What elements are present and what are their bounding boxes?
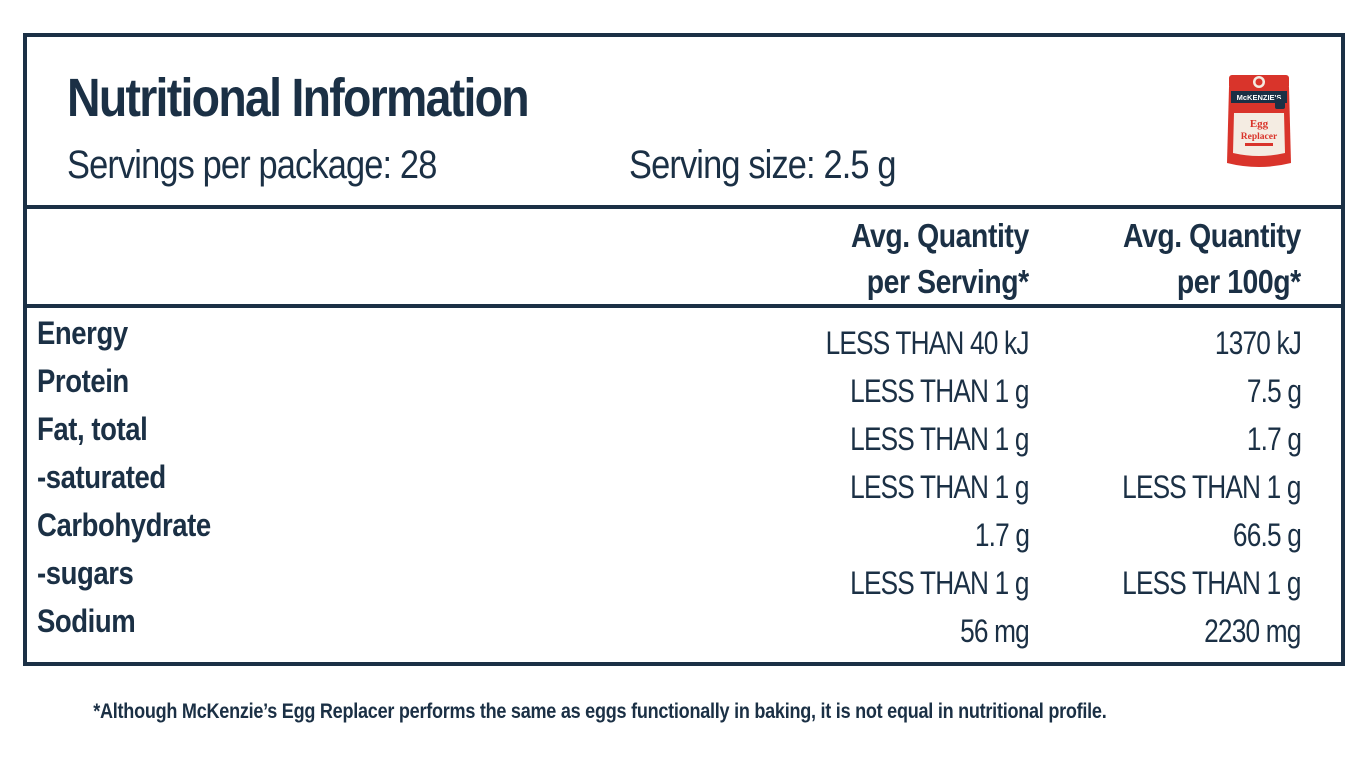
brand-logo-text: McKENZIE'S: [1237, 93, 1282, 102]
per-serving-value: LESS THAN 40 kJ: [825, 325, 1030, 361]
table-row: Sodium 56 mg 2230 mg: [27, 603, 1341, 651]
nutrient-name: -sugars: [37, 555, 134, 591]
table-row: -saturated LESS THAN 1 g LESS THAN 1 g: [27, 459, 1341, 507]
per-100g-value: 66.5 g: [1232, 517, 1302, 553]
nutrient-name: -saturated: [37, 459, 166, 495]
table-row: Protein LESS THAN 1 g 7.5 g: [27, 363, 1341, 411]
nutrient-table: Energy LESS THAN 40 kJ 1370 kJ Protein L…: [27, 315, 1341, 651]
column-header-line: per 100g*: [1177, 263, 1301, 300]
per-100g-value: LESS THAN 1 g: [1122, 565, 1302, 601]
product-pack-image: McKENZIE'S Egg Replacer: [1227, 75, 1291, 167]
per-100g-value: 1.7 g: [1246, 421, 1302, 457]
nutrition-panel: Nutritional Information Servings per pac…: [23, 33, 1345, 666]
nutrient-name: Fat, total: [37, 411, 148, 447]
table-row: Carbohydrate 1.7 g 66.5 g: [27, 507, 1341, 555]
page-title: Nutritional Information: [67, 68, 530, 128]
nutrient-name: Energy: [37, 315, 128, 351]
column-header-per-serving: Avg. Quantity per Serving*: [851, 213, 1029, 305]
nutrient-name: Sodium: [37, 603, 136, 639]
per-serving-value: 1.7 g: [974, 517, 1030, 553]
column-header-line: Avg. Quantity: [851, 217, 1029, 254]
per-100g-value: LESS THAN 1 g: [1122, 469, 1302, 505]
per-serving-value: LESS THAN 1 g: [850, 469, 1030, 505]
per-serving-value: LESS THAN 1 g: [850, 373, 1030, 409]
panel-header: Nutritional Information Servings per pac…: [27, 37, 1341, 209]
footnote: *Although McKenzie’s Egg Replacer perfor…: [93, 700, 1107, 723]
column-headers: Avg. Quantity per Serving* Avg. Quantity…: [27, 209, 1341, 308]
table-row: Fat, total LESS THAN 1 g 1.7 g: [27, 411, 1341, 459]
per-serving-value: LESS THAN 1 g: [850, 421, 1030, 457]
column-header-line: Avg. Quantity: [1123, 217, 1301, 254]
svg-text:Egg: Egg: [1250, 118, 1269, 130]
nutrient-name: Carbohydrate: [37, 507, 211, 543]
column-header-per-100g: Avg. Quantity per 100g*: [1123, 213, 1301, 305]
per-100g-value: 1370 kJ: [1214, 325, 1302, 361]
table-row: -sugars LESS THAN 1 g LESS THAN 1 g: [27, 555, 1341, 603]
serving-size: Serving size: 2.5 g: [629, 143, 897, 187]
nutrient-name: Protein: [37, 363, 129, 399]
per-100g-value: 2230 mg: [1204, 613, 1302, 649]
per-serving-value: LESS THAN 1 g: [850, 565, 1030, 601]
servings-per-package: Servings per package: 28: [67, 143, 437, 187]
svg-text:Replacer: Replacer: [1241, 132, 1278, 142]
per-serving-value: 56 mg: [960, 613, 1030, 649]
column-header-line: per Serving*: [866, 263, 1029, 300]
per-100g-value: 7.5 g: [1246, 373, 1302, 409]
table-row: Energy LESS THAN 40 kJ 1370 kJ: [27, 315, 1341, 363]
